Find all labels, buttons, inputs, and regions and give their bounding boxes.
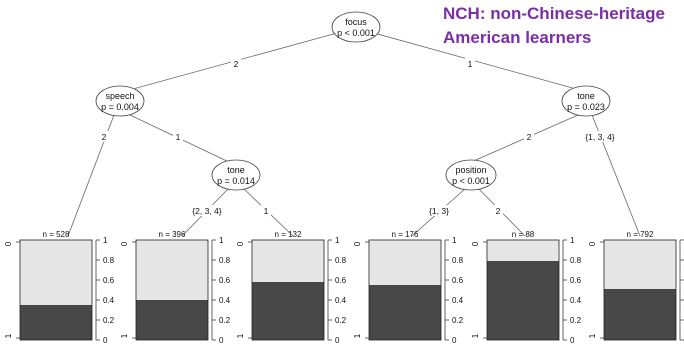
edge-label-position-leaf4: {1, 3} xyxy=(429,206,449,216)
edge-focus-speech xyxy=(121,32,338,93)
leaf-3-dark-bar xyxy=(252,282,324,340)
edge-label-toneb-leaf6: {1, 3, 4} xyxy=(585,132,614,142)
leaf-3-n-label: n = 132 xyxy=(275,230,302,239)
edge-label-speech-leaf1: 2 xyxy=(102,132,107,142)
node-position-name: position xyxy=(455,165,486,175)
node-tone-left-name: tone xyxy=(227,165,245,175)
caption-line-2: American learners xyxy=(443,28,592,47)
leaf-2-left-label-top: 0 xyxy=(120,241,129,246)
leaf-3-frame xyxy=(251,239,325,341)
edge-label-speech-tone: 1 xyxy=(176,132,181,142)
caption: NCH: non-Chinese-heritage American learn… xyxy=(443,2,665,50)
leaf-3-tick-label: 0.4 xyxy=(335,296,347,305)
node-tone-right: tone p = 0.023 xyxy=(561,85,611,117)
node-position-p: p < 0.001 xyxy=(452,176,490,186)
leaf-2-left-label-bottom: 1 xyxy=(120,333,129,338)
leaf-6-left-label-bottom: 1 xyxy=(588,333,597,338)
edge-label-focus-tone: 1 xyxy=(468,59,473,69)
leaf-4-tick-label: 0.4 xyxy=(452,296,464,305)
leaf-3-tick-label: 0.8 xyxy=(335,256,347,265)
leaf-5-tick-label: 0.8 xyxy=(570,256,582,265)
leaf-3-left-label-top: 0 xyxy=(236,241,245,246)
leaf-4-dark-bar xyxy=(369,285,441,340)
leaf-5-frame xyxy=(486,239,560,341)
node-focus-p: p < 0.001 xyxy=(337,28,375,38)
leaf-2-tick-label: 0 xyxy=(219,336,224,344)
leaf-5-dark-bar xyxy=(487,261,559,340)
leaf-3-left-label-bottom: 1 xyxy=(236,333,245,338)
edge-label-position-leaf5: 2 xyxy=(496,206,501,216)
leaf-5-tick-label: 0.6 xyxy=(570,276,582,285)
node-focus-name: focus xyxy=(345,17,367,27)
node-speech: speech p = 0.004 xyxy=(95,85,145,117)
leaf-4-left-label-top: 0 xyxy=(353,241,362,246)
leaf-1-tick-label: 0.8 xyxy=(103,256,115,265)
leaf-2-n-label: n = 396 xyxy=(159,230,186,239)
edge-label-tone-leaf3: 1 xyxy=(264,206,269,216)
leaf-1-frame xyxy=(19,239,93,341)
leaf-2-tick-label: 0.2 xyxy=(219,316,231,325)
node-tone-right-name: tone xyxy=(577,91,595,101)
leaf-1-left-label-top: 0 xyxy=(4,241,13,246)
leaf-6-left-label-top: 0 xyxy=(588,241,597,246)
leaf-2-tick-label: 0.8 xyxy=(219,256,231,265)
leaf-2-tick-label: 0.4 xyxy=(219,296,231,305)
leaf-4-tick-label: 0.8 xyxy=(452,256,464,265)
edge-label-focus-speech: 2 xyxy=(234,59,239,69)
node-focus: focus p < 0.001 xyxy=(331,11,381,43)
leaf-3-tick-label: 0.2 xyxy=(335,316,347,325)
leaf-6-frame xyxy=(603,239,677,341)
leaf-5-tick-label: 1 xyxy=(570,236,575,245)
leaf-1-dark-bar xyxy=(20,305,92,340)
leaf-2-tick-label: 0.6 xyxy=(219,276,231,285)
leaf-4-left-label-bottom: 1 xyxy=(353,333,362,338)
leaf-5-left-label-top: 0 xyxy=(471,241,480,246)
leaf-4-tick-label: 1 xyxy=(452,236,457,245)
leaf-4-tick-label: 0.6 xyxy=(452,276,464,285)
node-tone-left-p: p = 0.014 xyxy=(217,176,255,186)
node-tone-right-p: p = 0.023 xyxy=(567,102,605,112)
leaf-5-tick-label: 0.4 xyxy=(570,296,582,305)
leaf-1-n-label: n = 528 xyxy=(43,230,70,239)
leaf-4-n-label: n = 176 xyxy=(392,230,419,239)
leaf-plots: n = 528 0 0.2 0.4 0.6 0.8 1 0 1 n = 396 0 0.2 0.4 0.6… xyxy=(4,230,684,344)
edge-toneb-position xyxy=(468,114,579,164)
edge-focus-tone xyxy=(373,32,588,93)
leaf-1-tick-label: 0.4 xyxy=(103,296,115,305)
leaf-5-left-label-bottom: 1 xyxy=(471,333,480,338)
leaf-1-tick-label: 1 xyxy=(103,236,108,245)
leaf-3-tick-label: 1 xyxy=(335,236,340,245)
leaf-1-tick-label: 0.2 xyxy=(103,316,115,325)
caption-line-1: NCH: non-Chinese-heritage xyxy=(443,4,665,23)
node-speech-name: speech xyxy=(105,91,134,101)
node-speech-p: p = 0.004 xyxy=(101,102,139,112)
edge-label-toneb-position: 2 xyxy=(527,132,532,142)
leaf-4-tick-label: 0.2 xyxy=(452,316,464,325)
leaf-6-n-label: n = 792 xyxy=(627,230,654,239)
edge-label-tone-leaf2: {2, 3, 4} xyxy=(192,206,221,216)
leaf-1-tick-label: 0.6 xyxy=(103,276,115,285)
leaf-2-tick-label: 1 xyxy=(219,236,224,245)
leaf-5-tick-label: 0.2 xyxy=(570,316,582,325)
leaf-4-frame xyxy=(368,239,442,341)
leaf-1-tick-label: 0 xyxy=(103,336,108,344)
leaf-1-left-label-bottom: 1 xyxy=(4,333,13,338)
leaf-6-dark-bar xyxy=(604,289,676,340)
leaf-2-frame xyxy=(135,239,209,341)
leaf-2-dark-bar xyxy=(136,300,208,340)
leaf-3-tick-label: 0.6 xyxy=(335,276,347,285)
node-tone-left: tone p = 0.014 xyxy=(211,159,261,191)
leaf-4-tick-label: 0 xyxy=(452,336,457,344)
leaf-5-n-label: n = 88 xyxy=(512,230,535,239)
node-position: position p < 0.001 xyxy=(445,159,497,191)
leaf-5-tick-label: 0 xyxy=(570,336,575,344)
leaf-3-tick-label: 0 xyxy=(335,336,340,344)
